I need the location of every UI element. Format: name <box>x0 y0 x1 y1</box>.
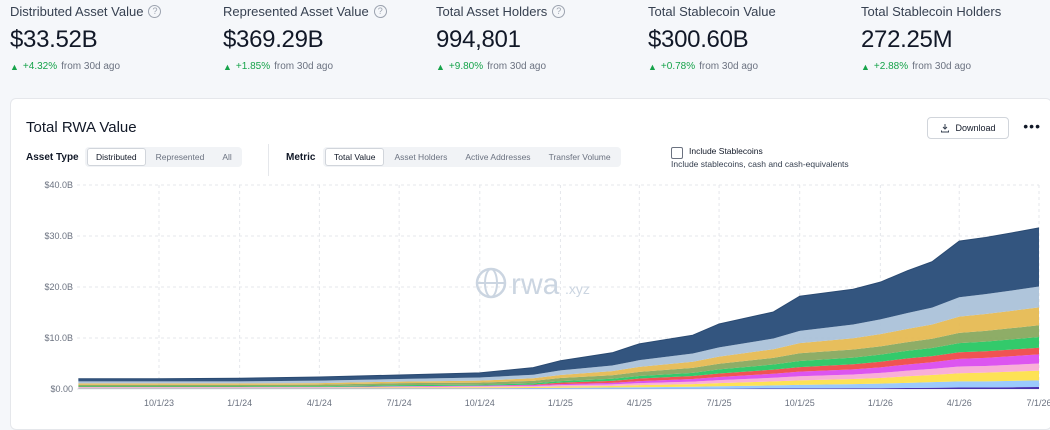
stat-represented-asset-value: Represented Asset Value? $369.29B ▲ +1.85… <box>223 4 423 72</box>
info-icon[interactable]: ? <box>148 5 162 18</box>
x-tick-label: 10/1/23 <box>144 398 174 408</box>
area-series-1[interactable] <box>78 380 1039 389</box>
info-icon[interactable]: ? <box>552 5 566 18</box>
stat-label: Distributed Asset Value <box>10 4 144 19</box>
watermark-suffix: .xyz <box>565 281 590 297</box>
stat-change: +0.78% <box>660 61 696 72</box>
x-tick-label: 10/1/25 <box>785 398 815 408</box>
stat-value: $369.29B <box>223 26 324 53</box>
asset-type-represented[interactable]: Represented <box>155 152 205 162</box>
stat-change: +9.80% <box>448 61 484 72</box>
area-series-6[interactable] <box>78 336 1039 387</box>
stat-label: Total Asset Holders <box>436 4 548 19</box>
triangle-up-icon: ▲ <box>10 61 19 72</box>
x-tick-label: 1/1/26 <box>868 398 893 408</box>
stat-value: $33.52B <box>10 26 98 53</box>
stat-distributed-asset-value: Distributed Asset Value? $33.52B ▲ +4.32%… <box>10 4 210 72</box>
chart-card: Total RWA Value Download ••• Asset Type … <box>10 98 1050 430</box>
metric-label: Metric <box>286 152 316 163</box>
x-tick-label: 7/1/24 <box>387 398 412 408</box>
stat-total-asset-holders: Total Asset Holders? 994,801 ▲ +9.80% from… <box>436 4 636 72</box>
stat-total-stablecoin-holders: Total Stablecoin Holders 272.25M ▲ +2.88%… <box>861 4 1050 72</box>
total-outline <box>78 227 1040 380</box>
stat-total-stablecoin-value: Total Stablecoin Value $300.60B ▲ +0.78% f… <box>648 4 848 72</box>
x-tick-label: 10/1/24 <box>465 398 495 408</box>
x-tick-label: 4/1/25 <box>627 398 652 408</box>
y-tick-label: $20.0B <box>44 282 73 292</box>
stats-row: Distributed Asset Value? $33.52B ▲ +4.32%… <box>0 0 1050 96</box>
stat-label: Total Stablecoin Value <box>648 4 776 19</box>
area-series-4[interactable] <box>78 354 1039 388</box>
controls-divider <box>268 144 269 176</box>
metric-segmented: Total Value Asset Holders Active Address… <box>323 147 621 167</box>
x-tick-label: 4/1/24 <box>307 398 332 408</box>
area-series-2[interactable] <box>78 370 1039 389</box>
x-tick-label: 7/1/25 <box>707 398 732 408</box>
area-series-7[interactable] <box>78 325 1039 387</box>
triangle-up-icon: ▲ <box>648 61 657 72</box>
include-stablecoins-checkbox[interactable] <box>671 147 683 159</box>
rwa-watermark: rwa .xyz <box>475 267 590 301</box>
triangle-up-icon: ▲ <box>436 61 445 72</box>
metric-transfer-volume[interactable]: Transfer Volume <box>548 152 611 162</box>
x-tick-label: 7/1/26 <box>1026 398 1050 408</box>
stat-label: Total Stablecoin Holders <box>861 4 1002 19</box>
asset-type-label: Asset Type <box>26 152 79 163</box>
area-series-9[interactable] <box>78 286 1039 384</box>
stat-period: from 30d ago <box>274 61 334 72</box>
area-series-5[interactable] <box>78 347 1039 387</box>
more-options-button[interactable]: ••• <box>1023 118 1041 134</box>
info-icon[interactable]: ? <box>373 5 387 18</box>
stat-period: from 30d ago <box>912 61 972 72</box>
asset-type-distributed[interactable]: Distributed <box>87 148 146 166</box>
y-tick-label: $10.0B <box>44 333 73 343</box>
watermark-text: rwa <box>511 268 560 301</box>
stat-change: +1.85% <box>235 61 271 72</box>
include-stablecoins-label: Include Stablecoins <box>689 146 763 156</box>
card-title: Total RWA Value <box>26 119 137 136</box>
area-series-3[interactable] <box>78 363 1039 388</box>
stat-label: Represented Asset Value <box>223 4 369 19</box>
y-tick-label: $0.00 <box>50 384 73 394</box>
stat-change: +4.32% <box>22 61 58 72</box>
triangle-up-icon: ▲ <box>861 61 870 72</box>
include-stablecoins-sub: Include stablecoins, cash and cash-equiv… <box>671 159 849 169</box>
stat-value: 994,801 <box>436 26 521 53</box>
y-tick-label: $40.0B <box>44 180 73 190</box>
x-tick-label: 1/1/25 <box>548 398 573 408</box>
stat-change: +2.88% <box>873 61 909 72</box>
area-series-8[interactable] <box>78 307 1039 385</box>
metric-total-value[interactable]: Total Value <box>325 148 385 166</box>
asset-type-segmented: Distributed Represented All <box>85 147 242 167</box>
asset-type-all[interactable]: All <box>222 152 232 162</box>
stat-period: from 30d ago <box>487 61 547 72</box>
stat-period: from 30d ago <box>699 61 759 72</box>
triangle-up-icon: ▲ <box>223 61 232 72</box>
x-tick-label: 4/1/26 <box>947 398 972 408</box>
stat-value: 272.25M <box>861 26 953 53</box>
stat-period: from 30d ago <box>61 61 121 72</box>
x-tick-label: 1/1/24 <box>227 398 252 408</box>
area-series-10[interactable] <box>78 227 1039 382</box>
y-tick-label: $30.0B <box>44 231 73 241</box>
rwa-area-chart[interactable]: $0.00 $10.0B $20.0B $30.0B $40.0B 10/1/23 1/1/… <box>11 179 1050 411</box>
metric-active-addresses[interactable]: Active Addresses <box>465 152 531 162</box>
download-label: Download <box>955 123 996 133</box>
metric-asset-holders[interactable]: Asset Holders <box>394 152 448 162</box>
stat-value: $300.60B <box>648 26 749 53</box>
download-button[interactable]: Download <box>927 117 1009 139</box>
download-icon <box>941 124 950 133</box>
